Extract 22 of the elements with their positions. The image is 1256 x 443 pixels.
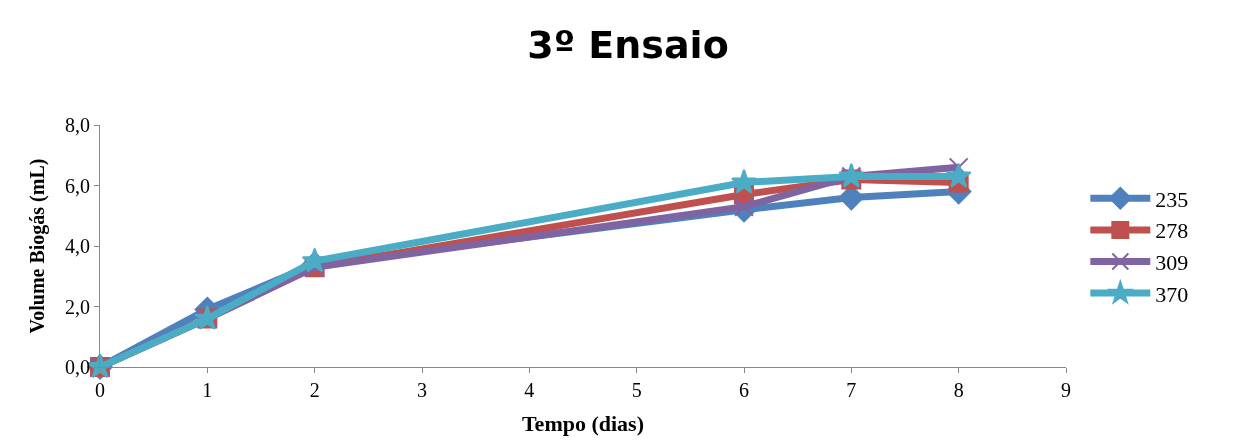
x-tick-label: 7	[846, 379, 857, 401]
y-tick-label: 4,0	[65, 235, 90, 257]
x-tick-label: 5	[631, 379, 642, 401]
x-tick-label: 4	[524, 379, 535, 401]
y-axis-title: Volume Biogás (mL)	[25, 158, 49, 334]
legend-label: 370	[1155, 281, 1189, 307]
y-tick-label: 2,0	[65, 295, 90, 318]
chart-title: 3º Ensaio	[527, 22, 729, 67]
x-tick-label: 3	[417, 379, 427, 401]
x-tick-label: 8	[953, 379, 964, 401]
legend-label: 309	[1155, 250, 1189, 276]
legend-label: 278	[1155, 218, 1189, 244]
x-axis-title: Tempo (dias)	[521, 410, 645, 436]
x-tick-label: 2	[309, 379, 320, 401]
y-tick-label: 8,0	[65, 114, 90, 136]
y-tick-label: 0,0	[65, 356, 90, 378]
y-tick-label: 6,0	[65, 174, 90, 197]
x-tick-label: 1	[202, 379, 213, 401]
x-tick-label: 6	[739, 379, 749, 401]
x-tick-label: 9	[1061, 379, 1071, 401]
x-tick-label: 0	[95, 379, 105, 401]
legend-label: 235	[1155, 186, 1189, 212]
